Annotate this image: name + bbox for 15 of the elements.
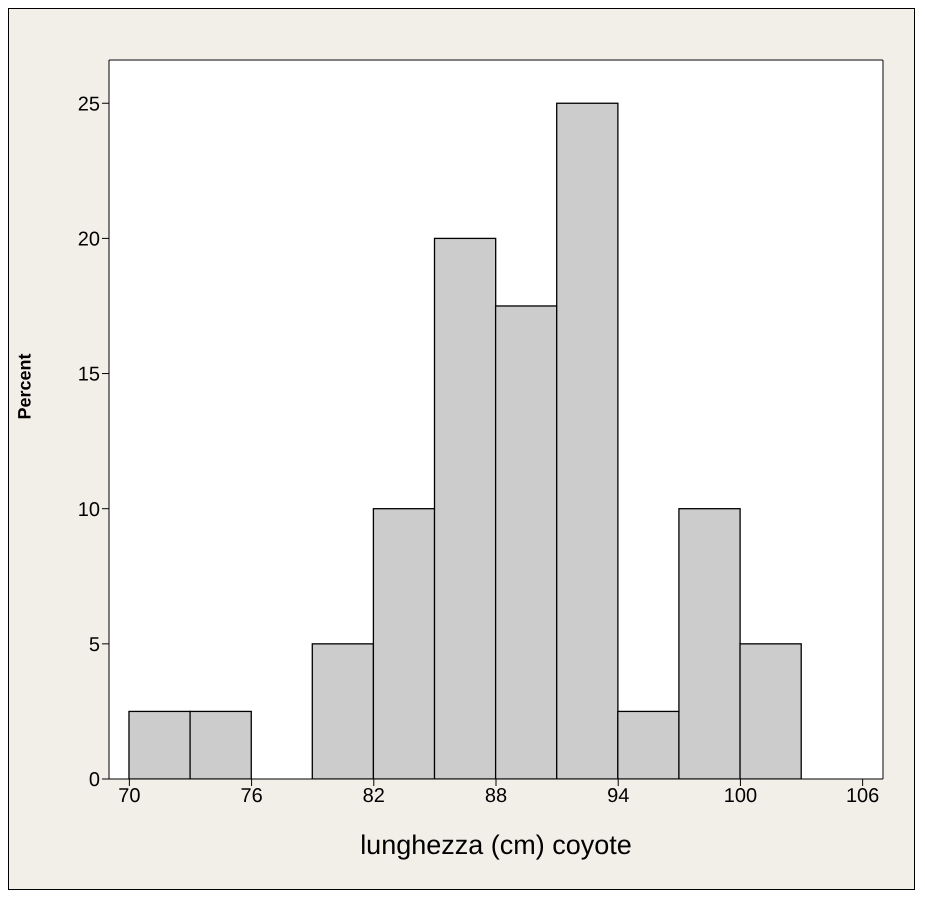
x-tick-label: 106 bbox=[846, 785, 880, 808]
x-tick-label: 76 bbox=[240, 785, 263, 808]
y-tick-label: 10 bbox=[78, 498, 100, 521]
y-tick-label: 5 bbox=[88, 634, 100, 656]
y-tick-label: 25 bbox=[78, 93, 100, 116]
y-tick-label: 15 bbox=[78, 364, 100, 386]
y-tick-label: 20 bbox=[78, 228, 100, 250]
y-axis-title: Percent bbox=[14, 353, 34, 420]
x-tick-label: 100 bbox=[724, 785, 758, 808]
y-tick-label: 0 bbox=[88, 769, 100, 792]
x-axis-title: lunghezza (cm) coyote bbox=[360, 830, 632, 860]
x-tick-label: 94 bbox=[607, 785, 630, 808]
x-tick-label: 70 bbox=[118, 785, 140, 808]
x-tick-label: 82 bbox=[362, 785, 385, 808]
x-tick-label: 88 bbox=[484, 785, 508, 808]
